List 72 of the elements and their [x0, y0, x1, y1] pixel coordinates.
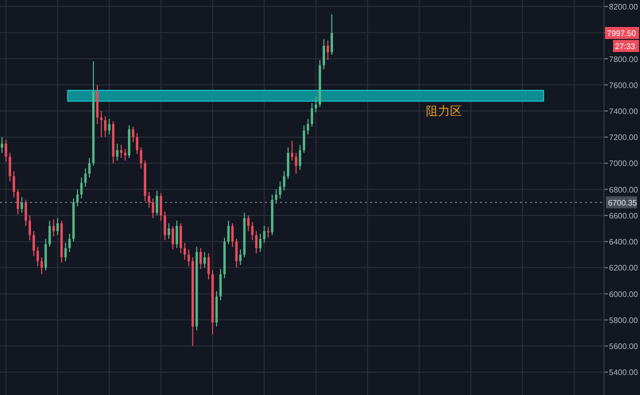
ref-line-label: 6700.35 [608, 198, 638, 208]
text: 27:33 [615, 42, 636, 51]
candlestick [104, 116, 106, 138]
y-tick-label: 5800.00 [609, 316, 638, 325]
candlestick [40, 256, 43, 275]
candlestick [235, 238, 238, 268]
candlestick [88, 158, 91, 178]
y-tick-label: 7600.00 [609, 80, 638, 90]
candlestick [84, 168, 87, 188]
candlestick [207, 252, 210, 280]
candlestick [251, 221, 254, 241]
candlestick [259, 233, 262, 253]
candlestick [314, 96, 318, 113]
y-tick-label: 7000.00 [609, 159, 638, 168]
y-tick-label: 6200.00 [609, 264, 638, 273]
candlestick [120, 144, 122, 158]
candlestick [322, 38, 326, 70]
candlestick [172, 225, 174, 250]
candlestick [44, 238, 47, 271]
candlestick [164, 211, 166, 241]
candlestick [48, 220, 51, 248]
candlestick [36, 246, 39, 267]
y-tick-label: 6000.00 [609, 290, 638, 299]
candlestick [12, 170, 16, 198]
candlestick [168, 222, 170, 240]
candlestick [140, 147, 142, 169]
candlestick [330, 14, 333, 56]
candlestick [278, 181, 282, 199]
y-tick-label: 7200.00 [609, 133, 638, 142]
candlestick [116, 143, 118, 162]
candlestick [247, 214, 250, 232]
y-tick-label: 7800.00 [609, 54, 638, 64]
candlestick [16, 188, 20, 215]
y-tick-label: 8200.00 [609, 2, 638, 12]
candlestick [239, 248, 242, 266]
y-tick-label: 5600.00 [609, 342, 638, 352]
candlestick [28, 214, 31, 241]
candlestick [274, 188, 278, 204]
candlestick [24, 199, 28, 226]
candlestick [267, 226, 270, 238]
candlestick [199, 248, 202, 270]
candlestick [263, 225, 266, 244]
candlestick [176, 220, 178, 249]
candlestick [290, 140, 294, 162]
y-tick-label: 6600.00 [609, 211, 638, 220]
candlestick [108, 118, 110, 135]
candlestick [326, 40, 330, 61]
y-tick-label: 6400.00 [609, 238, 638, 247]
candlestick [52, 218, 55, 237]
candlestick [255, 230, 258, 254]
candlestick [8, 152, 12, 182]
candlestick [310, 102, 314, 128]
candlestick [20, 196, 24, 214]
candlestick [180, 222, 182, 254]
candlestick [184, 242, 186, 260]
y-tick-label: 5400.00 [609, 368, 638, 378]
y-tick-label: 7400.00 [609, 106, 638, 116]
y-tick-label: 6800.00 [609, 185, 638, 194]
candlestick [136, 132, 138, 155]
candlestick [188, 248, 190, 267]
candlestick [56, 218, 59, 236]
text: 7997.50 [607, 28, 636, 38]
candlestick [286, 147, 290, 180]
candlestick [132, 126, 134, 143]
candlestick [32, 230, 35, 256]
candlestick [160, 192, 162, 222]
candlestick [100, 110, 103, 138]
candlestick [282, 170, 286, 192]
candlestick [203, 252, 206, 268]
candlestick [64, 242, 67, 262]
band-label: 阻力区 [426, 104, 462, 118]
candlestick [124, 148, 126, 162]
